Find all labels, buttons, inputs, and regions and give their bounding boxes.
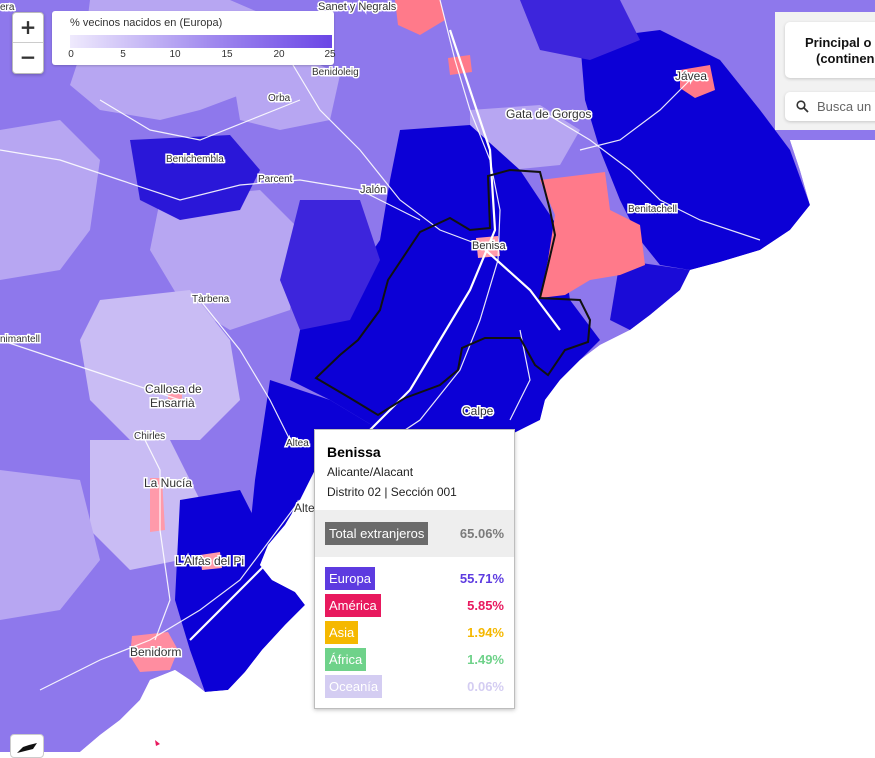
island-marker [155,740,160,746]
high-share-area-east-coast [610,260,690,330]
place-label-callosa2: Ensarrià [150,396,195,410]
search-input[interactable] [817,97,875,115]
row-value: 5.85% [467,598,504,613]
row-label: América [325,594,381,617]
search-icon [796,100,809,113]
legend-tick: 15 [221,49,233,60]
canary-islands-inset-button[interactable] [10,734,44,758]
low-share-area-southwest [0,470,100,620]
low-share-area-west [0,120,100,280]
row-label: África [325,648,367,671]
zoom-in-button[interactable]: + [19,15,37,39]
tooltip-row-america: América 5.85% [315,594,514,618]
place-label-altea2: Alte [294,501,315,515]
tooltip-row-oceania: Oceanía 0.06% [315,675,514,699]
place-label-sanet: Sanet y Negrals [318,1,397,13]
pink-area-javea [680,65,715,98]
low-share-area-nucia [90,440,200,570]
place-label-jalon: Jalón [360,184,386,196]
islands-icon [17,743,37,753]
place-label-benisa: Benisa [472,240,507,252]
place-label-orba: Orba [268,93,291,104]
high-share-area-benichembla [130,135,260,220]
total-foreigners-label: Total extranjeros [325,522,429,545]
pink-area-nucia [150,478,165,532]
place-label-callosa1: Callosa de [145,382,202,396]
side-panel: Principal o (continen [775,12,875,130]
legend-tick: 0 [68,49,74,60]
place-label-benidoleig: Benidoleig [312,67,359,78]
tooltip-row-europa: Europa 55.71% [315,567,514,591]
place-label-gata: Gata de Gorgos [506,107,591,121]
tooltip-row-africa: África 1.49% [315,648,514,672]
place-label-lanucia: La Nucía [144,476,192,490]
row-label: Oceanía [325,675,383,698]
high-share-area-east [580,30,810,270]
legend-tick: 25 [324,49,336,60]
pink-area-alfas [200,552,222,570]
section-tooltip: Benissa Alicante/Alacant Distrito 02 | S… [314,429,515,709]
place-label-chirles: Chirles [134,431,165,442]
place-label-benidorm: Benidorm [130,645,181,659]
tooltip-municipality: Benissa [327,444,381,460]
layer-selector-subtitle: (continen [816,51,875,66]
place-label-animantell: nimantell [0,334,40,345]
pink-area-benitachell [540,172,645,298]
place-label-benitachell: Benitachell [628,204,677,215]
row-label: Asia [325,621,359,644]
total-foreigners-value: 65.06% [459,526,504,541]
high-share-area-north-strip [520,0,640,60]
tooltip-district-section: Distrito 02 | Sección 001 [327,485,457,499]
legend-title: % vecinos nacidos en (Europa) [70,17,223,29]
row-value: 0.06% [467,679,504,694]
row-value: 1.49% [467,652,504,667]
legend-tick: 10 [169,49,181,60]
row-value: 55.71% [459,571,504,586]
place-label-javea: Jávea [675,69,707,83]
low-share-area-orba [230,50,340,130]
legend-tick: 20 [273,49,285,60]
benissa-outline[interactable] [314,168,592,417]
zoom-out-button[interactable]: − [13,42,43,72]
low-share-area-callosa [80,290,240,440]
layer-selector[interactable]: Principal o (continen [785,22,875,78]
tooltip-province: Alicante/Alacant [327,465,414,479]
map-legend: % vecinos nacidos en (Europa) 0 5 10 15 … [52,11,336,65]
zoom-control: + − [12,12,44,74]
high-share-area-west-valley [280,200,380,330]
legend-color-bar [70,35,332,48]
pink-area-callosa [168,392,182,408]
legend-tick: 5 [120,49,126,60]
place-label-era: era [0,2,15,13]
tooltip-total-row: Total extranjeros 65.06% [315,510,514,557]
place-label-tarbena: Tàrbena [192,294,230,305]
layer-selector-title: Principal o [805,35,872,50]
row-value: 1.94% [467,625,504,640]
place-label-altea1: Altea [286,438,309,449]
tooltip-row-asia: Asia 1.94% [315,621,514,645]
place-label-beniche: Benichembla [166,154,224,165]
place-label-parcent: Parcent [258,174,293,185]
row-label: Europa [325,567,375,590]
pink-area-benidorm [130,632,178,672]
place-label-calpe: Calpe [462,404,494,418]
pink-area-sanet [395,0,445,35]
high-share-area-benisa [290,125,600,440]
search-box[interactable] [785,92,875,121]
place-label-alfas: L'Alfàs del Pi [175,554,244,568]
pink-area-north-town [448,55,472,75]
